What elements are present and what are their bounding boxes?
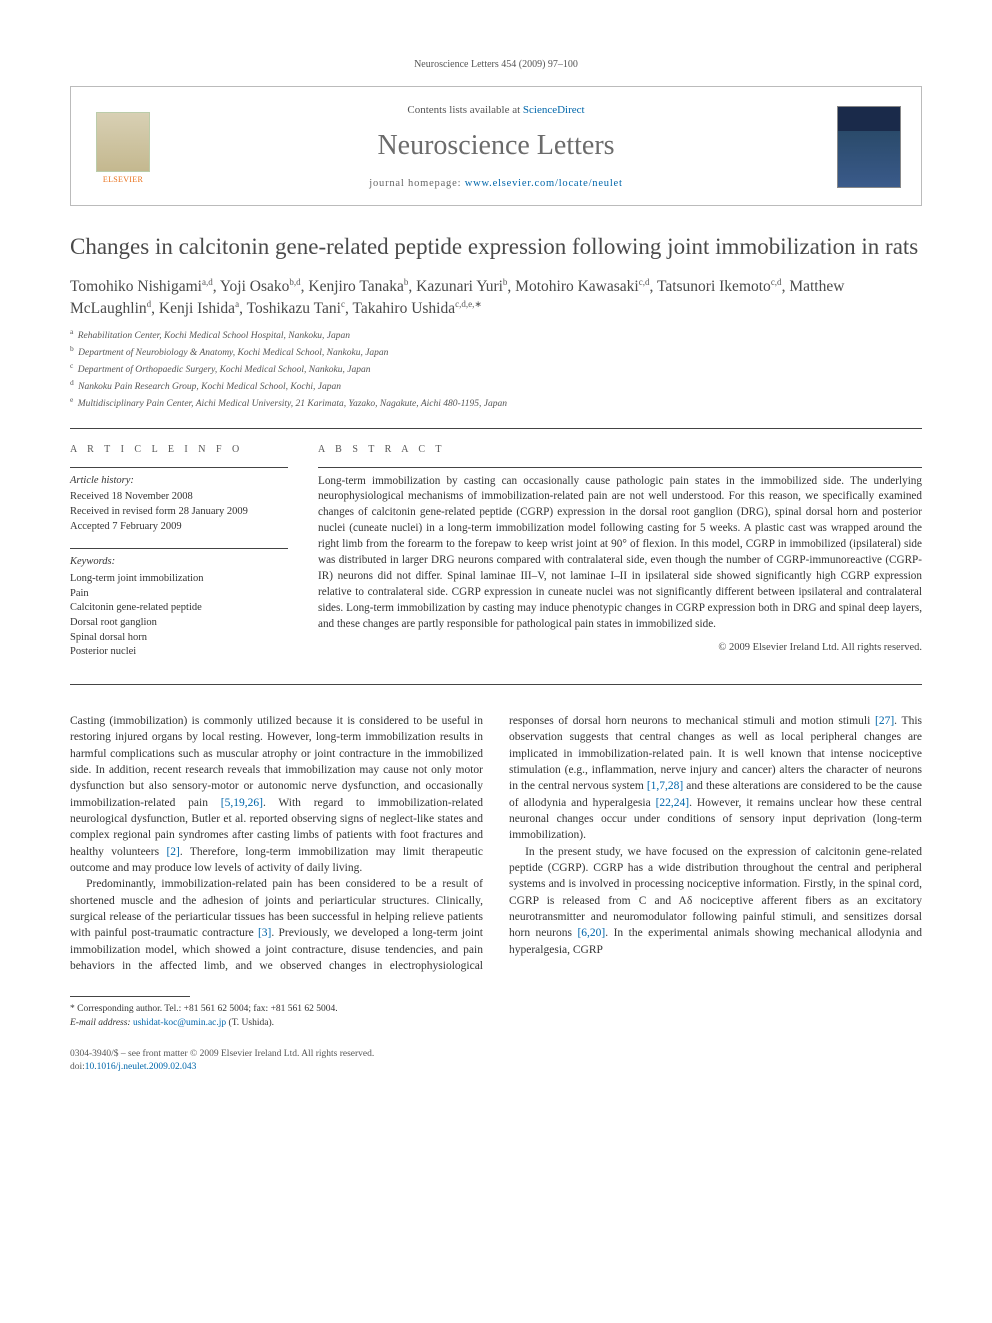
history-line: Received 18 November 2008 — [70, 490, 288, 505]
history-line: Accepted 7 February 2009 — [70, 520, 288, 535]
history-line: Received in revised form 28 January 2009 — [70, 505, 288, 520]
doi-line: doi:10.1016/j.neulet.2009.02.043 — [70, 1061, 374, 1074]
body-paragraph: Casting (immobilization) is commonly uti… — [70, 713, 483, 876]
author-affil-sup: c — [341, 299, 345, 309]
author-affil-sup: c,d,e,∗ — [455, 299, 482, 309]
rule-info-2 — [70, 548, 288, 549]
affiliation-line: c Department of Orthopaedic Surgery, Koc… — [70, 361, 922, 378]
footer-left: 0304-3940/$ – see front matter © 2009 El… — [70, 1048, 374, 1074]
keyword: Dorsal root ganglion — [70, 616, 288, 631]
homepage-prefix: journal homepage: — [369, 178, 464, 189]
author-name: Motohiro Kawasaki — [515, 278, 639, 295]
email-suffix: (T. Ushida). — [226, 1018, 274, 1028]
citation-link[interactable]: [2] — [166, 846, 179, 858]
citation-link[interactable]: [22,24] — [656, 797, 690, 809]
keyword: Pain — [70, 587, 288, 602]
affiliation-sup: c — [70, 361, 73, 370]
abstract-header: A B S T R A C T — [318, 443, 922, 457]
rule-bottom — [70, 684, 922, 685]
affiliation-sup: a — [70, 327, 73, 336]
homepage-line: journal homepage: www.elsevier.com/locat… — [173, 177, 819, 191]
author-affil-sup: a — [235, 299, 239, 309]
affiliation-sup: b — [70, 344, 74, 353]
footnote-rule — [70, 996, 190, 997]
affiliation-line: a Rehabilitation Center, Kochi Medical S… — [70, 327, 922, 344]
author-affil-sup: d — [147, 299, 152, 309]
affiliation-line: b Department of Neurobiology & Anatomy, … — [70, 344, 922, 361]
doi-link[interactable]: 10.1016/j.neulet.2009.02.043 — [85, 1062, 197, 1072]
email-link[interactable]: ushidat-koc@umin.ac.jp — [133, 1018, 226, 1028]
journal-cover-thumbnail — [837, 106, 901, 188]
article-info-header: A R T I C L E I N F O — [70, 443, 288, 457]
abstract-column: A B S T R A C T Long-term immobilization… — [318, 437, 922, 674]
author-name: Kenji Ishida — [159, 300, 235, 317]
author-affil-sup: b — [503, 277, 508, 287]
article-title: Changes in calcitonin gene-related pepti… — [70, 232, 922, 261]
affiliation-text: Department of Neurobiology & Anatomy, Ko… — [76, 349, 389, 359]
author-name: Toshikazu Tani — [247, 300, 341, 317]
author-affil-sup: a,d — [202, 277, 213, 287]
author-name: Takahiro Ushida — [352, 300, 455, 317]
rule-info-1 — [70, 467, 288, 468]
author-affil-sup: b,d — [289, 277, 300, 287]
citation-link[interactable]: [5,19,26] — [221, 797, 263, 809]
article-info-column: A R T I C L E I N F O Article history: R… — [70, 437, 288, 674]
affiliations: a Rehabilitation Center, Kochi Medical S… — [70, 327, 922, 412]
journal-name: Neuroscience Letters — [173, 127, 819, 165]
author-affil-sup: c,d — [771, 277, 782, 287]
author-name: Tomohiko Nishigami — [70, 278, 202, 295]
author-affil-sup: b — [404, 277, 409, 287]
rule-top — [70, 428, 922, 429]
author-name: Tatsunori Ikemoto — [657, 278, 771, 295]
affiliation-text: Department of Orthopaedic Surgery, Kochi… — [75, 365, 370, 375]
front-matter-line: 0304-3940/$ – see front matter © 2009 El… — [70, 1048, 374, 1061]
author-name: Yoji Osako — [220, 278, 290, 295]
body-paragraph: In the present study, we have focused on… — [509, 844, 922, 958]
keywords-label: Keywords: — [70, 555, 288, 570]
page-footer: 0304-3940/$ – see front matter © 2009 El… — [70, 1048, 922, 1074]
affiliation-text: Nankoku Pain Research Group, Kochi Medic… — [76, 382, 341, 392]
affiliation-sup: d — [70, 378, 74, 387]
article-page: Neuroscience Letters 454 (2009) 97–100 E… — [0, 0, 992, 1124]
journal-center: Contents lists available at ScienceDirec… — [173, 103, 819, 192]
publisher-logo: ELSEVIER — [91, 108, 155, 186]
publisher-label: ELSEVIER — [103, 175, 143, 186]
keyword: Calcitonin gene-related peptide — [70, 601, 288, 616]
journal-header-box: ELSEVIER Contents lists available at Sci… — [70, 86, 922, 207]
affiliation-text: Rehabilitation Center, Kochi Medical Sch… — [75, 332, 350, 342]
corresponding-author: * Corresponding author. Tel.: +81 561 62… — [70, 1003, 922, 1016]
keyword: Spinal dorsal horn — [70, 631, 288, 646]
keywords-block: Keywords: Long-term joint immobilization… — [70, 555, 288, 660]
body-text: Casting (immobilization) is commonly uti… — [70, 713, 922, 974]
history-label: Article history: — [70, 474, 288, 489]
affiliation-sup: e — [70, 395, 73, 404]
rule-abs-1 — [318, 467, 922, 468]
affiliation-line: e Multidisciplinary Pain Center, Aichi M… — [70, 395, 922, 412]
abstract-copyright: © 2009 Elsevier Ireland Ltd. All rights … — [318, 641, 922, 655]
info-abstract-row: A R T I C L E I N F O Article history: R… — [70, 437, 922, 674]
citation-link[interactable]: [27] — [875, 715, 894, 727]
email-label: E-mail address: — [70, 1018, 133, 1028]
author-name: Kenjiro Tanaka — [308, 278, 403, 295]
author-affil-sup: c,d — [639, 277, 650, 287]
abstract-text: Long-term immobilization by casting can … — [318, 474, 922, 633]
citation-link[interactable]: [6,20] — [577, 927, 605, 939]
sciencedirect-link[interactable]: ScienceDirect — [523, 104, 585, 116]
author-list: Tomohiko Nishigamia,d, Yoji Osakob,d, Ke… — [70, 276, 922, 320]
affiliation-text: Multidisciplinary Pain Center, Aichi Med… — [75, 399, 507, 409]
affiliation-line: d Nankoku Pain Research Group, Kochi Med… — [70, 378, 922, 395]
author-name: Kazunari Yuri — [416, 278, 503, 295]
running-header: Neuroscience Letters 454 (2009) 97–100 — [70, 58, 922, 72]
keyword: Posterior nuclei — [70, 645, 288, 660]
corresponding-email-line: E-mail address: ushidat-koc@umin.ac.jp (… — [70, 1017, 922, 1030]
keyword: Long-term joint immobilization — [70, 572, 288, 587]
footnotes: * Corresponding author. Tel.: +81 561 62… — [70, 1003, 922, 1030]
citation-link[interactable]: [1,7,28] — [647, 780, 683, 792]
contents-line: Contents lists available at ScienceDirec… — [173, 103, 819, 118]
homepage-link[interactable]: www.elsevier.com/locate/neulet — [465, 178, 623, 189]
elsevier-tree-icon — [96, 112, 150, 172]
contents-prefix: Contents lists available at — [407, 104, 522, 116]
citation-link[interactable]: [3] — [258, 927, 271, 939]
article-history: Article history: Received 18 November 20… — [70, 474, 288, 535]
